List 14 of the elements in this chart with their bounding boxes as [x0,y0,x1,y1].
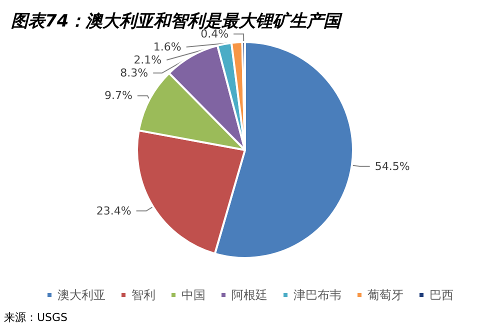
data-label: 8.3% [120,66,148,80]
data-label: 9.7% [104,89,132,102]
data-label: 2.1% [134,54,162,67]
legend-label: 巴西 [430,288,454,302]
legend-label: 智利 [132,288,156,302]
source-note: 来源：USGS [4,311,68,324]
legend-label: 中国 [182,288,206,302]
legend-label: 津巴布韦 [294,288,342,302]
legend-label: 澳大利亚 [58,288,106,302]
legend-label: 阿根廷 [232,288,268,302]
data-label: 54.5% [374,160,410,173]
data-label: 1.6% [153,40,182,54]
legend-label: 葡萄牙 [368,288,404,302]
data-label: 23.4% [96,204,132,218]
